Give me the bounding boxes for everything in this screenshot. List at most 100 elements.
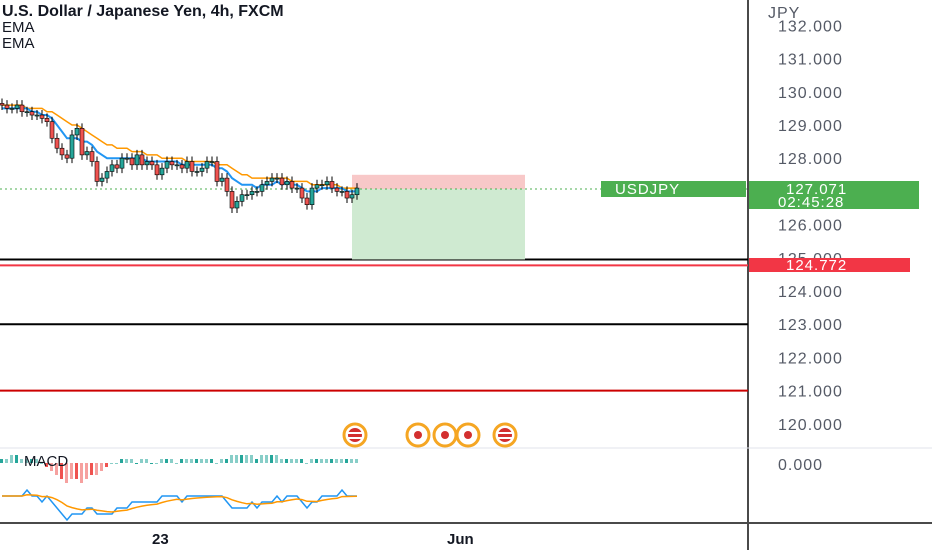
candle-27[interactable] — [134, 149, 140, 170]
candle-46[interactable] — [229, 186, 235, 213]
candle-31[interactable] — [154, 159, 160, 180]
candle-67[interactable] — [334, 183, 340, 197]
candle-57[interactable] — [284, 176, 290, 190]
economic-events[interactable] — [342, 422, 518, 448]
candle-63[interactable] — [314, 179, 320, 194]
jp-flag-event-icon-2[interactable] — [432, 422, 458, 448]
short-position-tool[interactable] — [352, 174, 525, 260]
candle-14[interactable] — [69, 129, 75, 164]
candle-41[interactable] — [204, 156, 210, 174]
target-zone[interactable] — [352, 189, 525, 260]
candle-65[interactable] — [324, 176, 330, 190]
candle-2[interactable] — [9, 103, 15, 114]
candle-1[interactable] — [4, 100, 10, 114]
macd-bar-43 — [215, 463, 218, 464]
macd-bar-32 — [160, 459, 163, 463]
candle-71[interactable] — [354, 183, 360, 200]
candle-21[interactable] — [104, 166, 110, 184]
us-flag-event-icon-2[interactable] — [492, 422, 518, 448]
symbol-tag[interactable] — [601, 181, 746, 197]
candle-0[interactable] — [0, 98, 5, 111]
candle-15[interactable] — [74, 123, 80, 140]
candle-33[interactable] — [164, 156, 170, 174]
candle-10[interactable] — [49, 116, 55, 144]
price-tick-8: 123.000 — [778, 317, 843, 334]
candle-68[interactable] — [339, 186, 345, 197]
candle-42[interactable] — [209, 156, 215, 167]
candle-48[interactable] — [239, 189, 245, 207]
candle-60[interactable] — [299, 183, 305, 204]
candle-39[interactable] — [194, 166, 200, 177]
candle-50[interactable] — [249, 186, 255, 200]
candle-54[interactable] — [269, 173, 275, 187]
candle-8[interactable] — [39, 110, 45, 124]
candle-20[interactable] — [99, 173, 105, 187]
candle-12[interactable] — [59, 143, 65, 160]
macd-pane[interactable] — [0, 455, 358, 522]
candle-49[interactable] — [244, 189, 250, 200]
price-tick-11: 120.000 — [778, 417, 843, 434]
price-tag[interactable] — [749, 181, 919, 209]
chart-legend[interactable]: U.S. Dollar / Japanese Yen, 4h, FXCM EMA… — [2, 4, 284, 52]
candle-58[interactable] — [289, 176, 295, 194]
candle-28[interactable] — [139, 149, 145, 170]
candle-37[interactable] — [184, 156, 190, 174]
candle-56[interactable] — [279, 173, 285, 190]
candles[interactable] — [0, 98, 360, 213]
candle-40[interactable] — [199, 163, 205, 177]
candle-34[interactable] — [169, 156, 175, 170]
candle-55[interactable] — [274, 173, 280, 184]
candle-25[interactable] — [124, 153, 130, 164]
macd-bar-48 — [240, 455, 243, 463]
candle-16[interactable] — [79, 123, 85, 160]
candle-6[interactable] — [29, 106, 35, 121]
candle-62[interactable] — [309, 183, 315, 210]
jp-flag-event-icon[interactable] — [405, 422, 431, 448]
candle-30[interactable] — [149, 156, 155, 170]
candle-59[interactable] — [294, 183, 300, 194]
indicator-ema-2[interactable]: EMA — [2, 35, 35, 52]
jp-flag-event-icon-3[interactable] — [455, 422, 481, 448]
candle-9[interactable] — [44, 113, 50, 127]
candle-19[interactable] — [94, 156, 100, 187]
candle-18[interactable] — [89, 146, 95, 167]
candle-29[interactable] — [144, 156, 150, 170]
candle-44[interactable] — [219, 173, 225, 187]
candle-64[interactable] — [319, 179, 325, 190]
candle-5[interactable] — [24, 106, 30, 117]
indicator-ema-1[interactable]: EMA — [2, 19, 35, 36]
macd-bar-35 — [175, 463, 178, 464]
candle-69[interactable] — [344, 186, 350, 204]
price-axis-ticks[interactable]: 132.000 131.000 130.000 129.000 128.000 126.0… — [778, 18, 843, 433]
candle-32[interactable] — [159, 163, 165, 180]
candle-26[interactable] — [129, 153, 135, 170]
candle-70[interactable] — [349, 189, 355, 204]
candle-22[interactable] — [109, 159, 115, 177]
candle-52[interactable] — [259, 179, 265, 197]
candle-45[interactable] — [224, 173, 230, 197]
candle-36[interactable] — [179, 159, 185, 174]
candle-51[interactable] — [254, 186, 260, 197]
candle-53[interactable] — [264, 176, 270, 190]
alert-price-tag[interactable]: 124.772 — [749, 257, 910, 274]
candle-61[interactable] — [304, 193, 310, 210]
candle-7[interactable] — [34, 110, 40, 121]
candle-17[interactable] — [84, 146, 90, 160]
candle-24[interactable] — [119, 153, 125, 174]
candle-47[interactable] — [234, 196, 240, 213]
candle-11[interactable] — [54, 133, 60, 154]
candle-3[interactable] — [14, 100, 20, 114]
candle-23[interactable] — [114, 159, 120, 174]
us-flag-event-icon[interactable] — [342, 422, 368, 448]
stop-zone[interactable] — [352, 174, 525, 190]
candle-38[interactable] — [189, 156, 195, 177]
candle-4[interactable] — [19, 100, 25, 117]
candle-43[interactable] — [214, 156, 220, 187]
candle-35[interactable] — [174, 159, 180, 170]
current-price-tag[interactable]: USDJPY 127.071 02:45:28 — [601, 181, 919, 211]
macd-bar-18 — [90, 463, 93, 475]
candle-13[interactable] — [64, 149, 70, 164]
symbol-title[interactable]: U.S. Dollar / Japanese Yen, 4h, FXCM — [2, 3, 284, 20]
candle-66[interactable] — [329, 176, 335, 194]
